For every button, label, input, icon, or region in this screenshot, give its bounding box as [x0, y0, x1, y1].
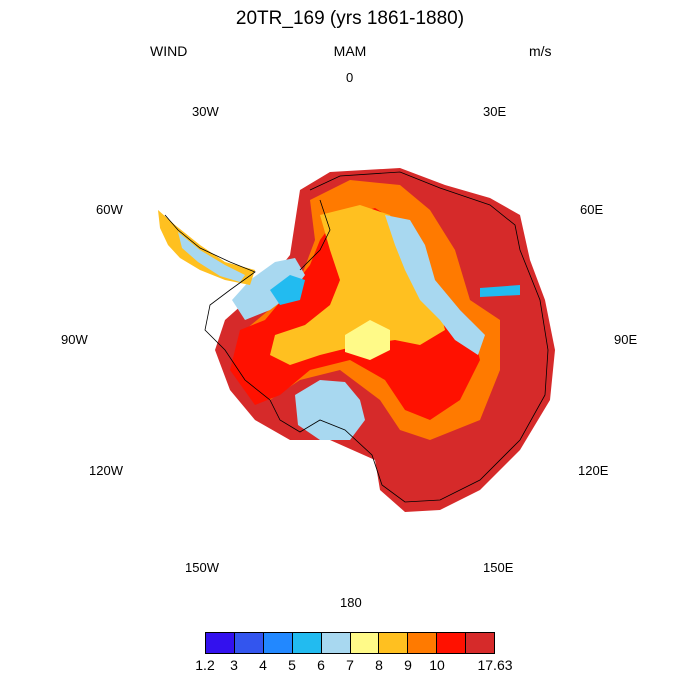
peninsula-field: [158, 210, 255, 285]
colorbar-label: 17.63: [477, 657, 513, 673]
colorbar-label: 5: [288, 657, 296, 673]
peninsula-field-blue: [178, 232, 245, 282]
lon-label-60w: 60W: [96, 202, 123, 217]
colorbar: [205, 632, 496, 654]
wind-field-lightblue-west: [232, 258, 305, 320]
lon-label-60e: 60E: [580, 202, 604, 217]
wind-field-yellow: [345, 320, 390, 360]
colorbar-label: 9: [404, 657, 412, 673]
colorbar-label: 4: [259, 657, 267, 673]
colorbar-swatch: [233, 632, 263, 654]
variable-label: WIND: [150, 43, 188, 59]
units-label: m/s: [529, 43, 552, 59]
map-title: 20TR_169 (yrs 1861-1880): [235, 8, 465, 29]
lon-label-120w: 120W: [89, 463, 123, 478]
colorbar-swatch: [349, 632, 379, 654]
colorbar-swatch: [436, 632, 466, 654]
coastline: [164, 171, 549, 503]
lon-label-0: 0: [346, 70, 354, 85]
lon-label-120e: 120E: [578, 463, 609, 478]
colorbar-swatch: [205, 632, 234, 654]
wind-field-blue: [270, 275, 305, 305]
colorbar-label: 8: [375, 657, 383, 673]
lon-label-30e: 30E: [483, 104, 507, 119]
lon-label-150e: 150E: [483, 560, 514, 575]
lon-label-30w: 30W: [192, 104, 219, 119]
colorbar-label: 6: [317, 657, 325, 673]
colorbar-swatch: [407, 632, 437, 654]
lon-label-90e: 90E: [614, 332, 638, 347]
colorbar-label: 1.2: [195, 657, 215, 673]
colorbar-swatch: [320, 632, 350, 654]
wind-field-streak: [480, 285, 520, 297]
colorbar-swatch: [291, 632, 321, 654]
colorbar-swatch: [262, 632, 292, 654]
colorbar-swatch: [465, 632, 496, 654]
lon-label-150w: 150W: [185, 560, 219, 575]
wind-field-lightblue: [385, 215, 485, 355]
lon-label-90w: 90W: [61, 332, 88, 347]
wind-field-lightblue-ross: [295, 380, 365, 440]
season-label: MAM: [333, 43, 367, 59]
lon-label-180: 180: [340, 595, 362, 610]
colorbar-label: 3: [230, 657, 238, 673]
colorbar-label: 7: [346, 657, 354, 673]
colorbar-swatch: [378, 632, 408, 654]
colorbar-label: 10: [429, 657, 445, 673]
